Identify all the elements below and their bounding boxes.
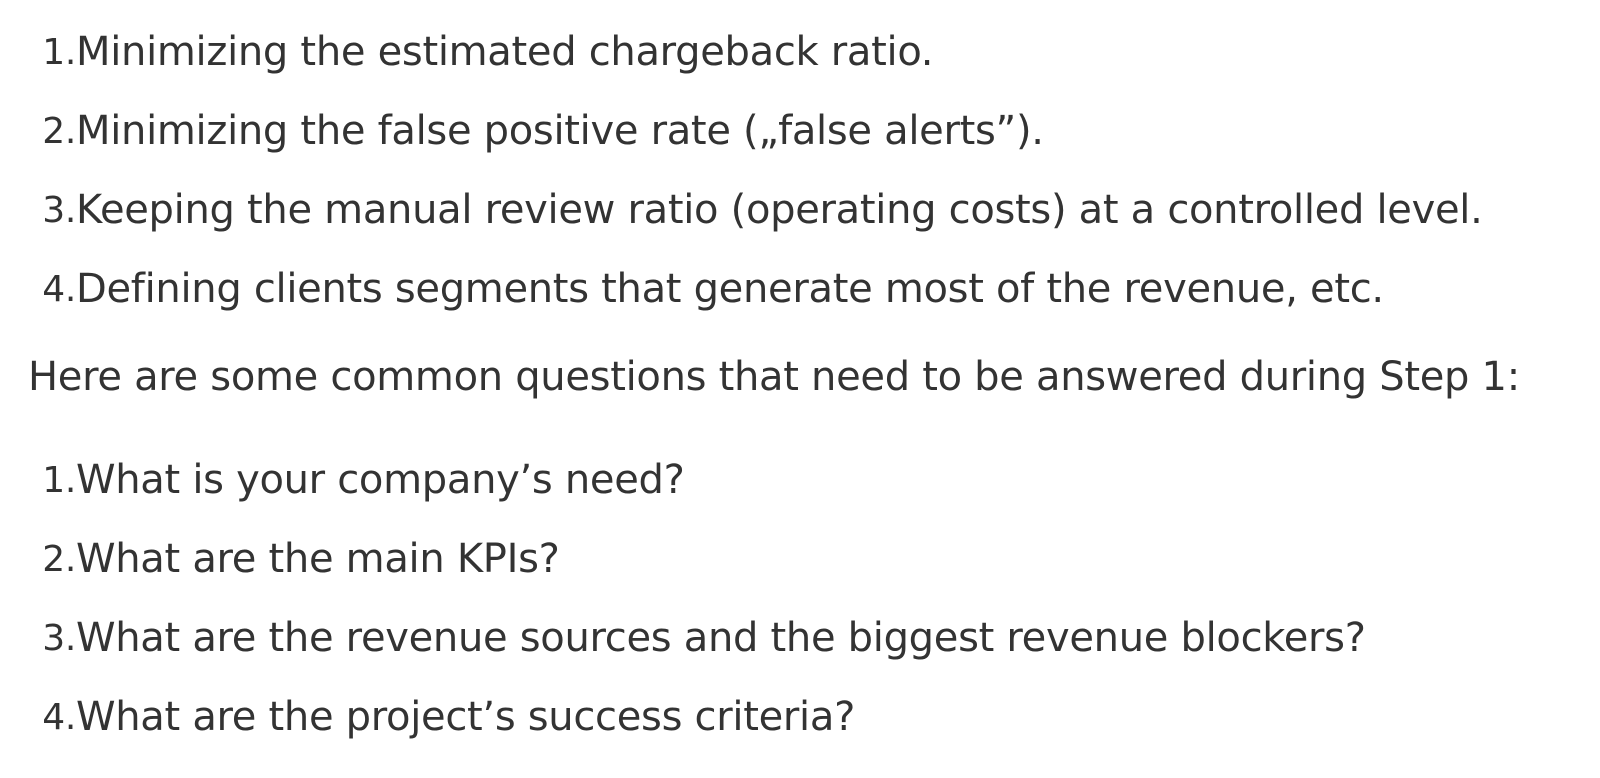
- list-item: 2. Minimizing the false positive rate („…: [0, 101, 1044, 161]
- intro-paragraph: Here are some common questions that need…: [28, 354, 1520, 400]
- list-number: 2.: [42, 110, 76, 152]
- list-item-text: Keeping the manual review ratio (operati…: [76, 187, 1483, 233]
- list-number: 1.: [42, 459, 76, 501]
- list-item-text: Defining clients segments that generate …: [76, 266, 1384, 312]
- list-item: 4. Defining clients segments that genera…: [0, 259, 1384, 319]
- list-item: 3. What are the revenue sources and the …: [0, 608, 1366, 668]
- list-number: 2.: [42, 538, 76, 580]
- list-number: 3.: [42, 189, 76, 231]
- list-item: 3. Keeping the manual review ratio (oper…: [0, 180, 1483, 240]
- list-item-text: Minimizing the false positive rate („fal…: [76, 108, 1044, 154]
- list-number: 4.: [42, 268, 76, 310]
- list-item-text: What is your company’s need?: [76, 457, 685, 503]
- list-item-text: What are the project’s success criteria?: [76, 694, 855, 740]
- list-number: 1.: [42, 31, 76, 73]
- list-item-text: Minimizing the estimated chargeback rati…: [76, 29, 934, 75]
- list-number: 4.: [42, 696, 76, 738]
- list-item-text: What are the main KPIs?: [76, 536, 560, 582]
- list-item: 1. What is your company’s need?: [0, 450, 685, 510]
- list-item: 4. What are the project’s success criter…: [0, 687, 855, 747]
- list-item-text: What are the revenue sources and the big…: [76, 615, 1366, 661]
- list-number: 3.: [42, 617, 76, 659]
- list-item: 1. Minimizing the estimated chargeback r…: [0, 22, 933, 82]
- list-item: 2. What are the main KPIs?: [0, 529, 560, 589]
